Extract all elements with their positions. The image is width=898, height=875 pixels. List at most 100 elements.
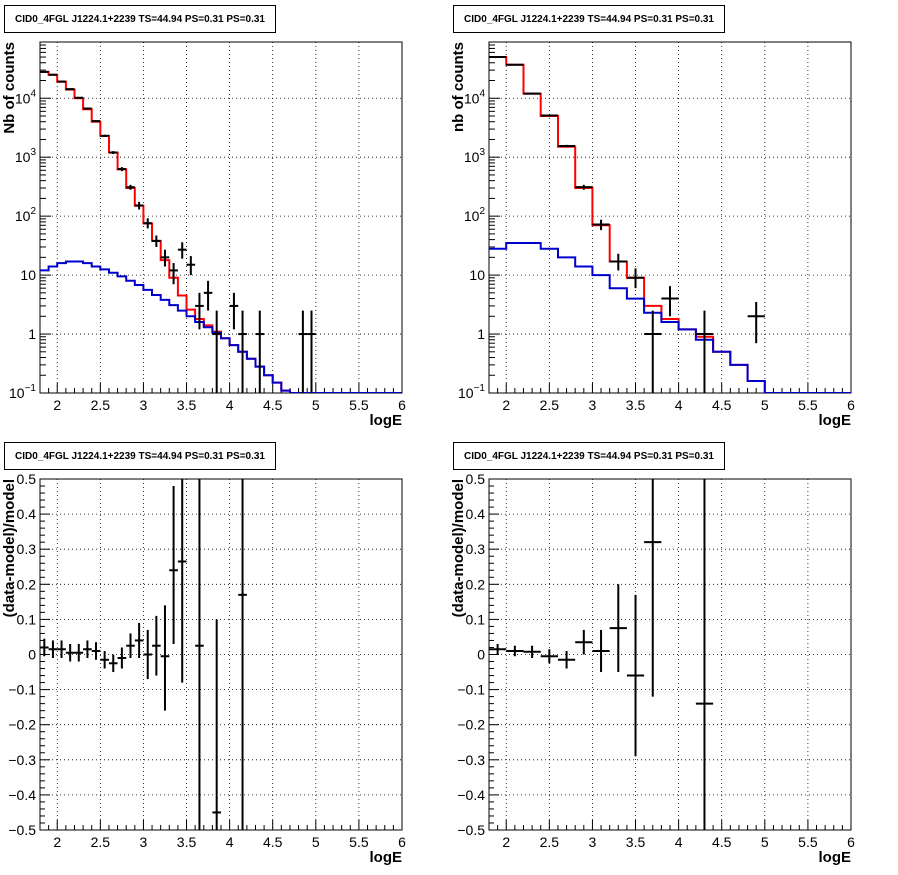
data-point [540,114,558,117]
x-tick-label: 5 [761,397,769,413]
x-tick-label: 4.5 [712,834,732,850]
y-tick-label: −0.2 [457,717,485,733]
residual-plot-left-canvas: 2 2.5 3 3.5 4 4.5 5 5.5 6logE−0.5−0.4−0.3−0.2−0.… [1,471,406,866]
data-point [747,301,765,344]
data-point [575,629,593,655]
data-point [695,310,714,393]
x-tick-label: 5 [312,397,320,413]
data-point [592,629,610,673]
x-axis-label: logE [819,849,852,866]
y-tick-label: 10−1 [458,383,485,401]
data-point [57,640,66,659]
y-tick-label: 0 [477,647,485,663]
x-tick-label: 5.5 [349,834,369,850]
x-tick-label: 5 [312,834,320,850]
y-tick-label: 0 [28,647,36,663]
data-point [126,184,135,190]
model-line [489,56,851,393]
data-point [143,629,153,680]
x-tick-label: 3 [140,834,148,850]
y-axis-label: (data-model)/model [450,479,467,617]
grid-lines [40,42,402,393]
y-tick-label: −0.3 [8,752,36,768]
x-tick-label: 6 [398,834,406,850]
y-tick-label: 0.1 [17,611,37,627]
data-point [57,80,66,83]
x-tick-label: 3 [140,397,148,413]
grid-lines [40,479,402,830]
y-tick-label: 0.3 [17,541,37,557]
data-point [152,235,161,247]
data-point [575,184,593,190]
data-point [108,654,118,673]
x-tick-label: 3.5 [626,397,646,413]
x-tick-label: 2 [53,397,61,413]
y-tick-label: −0.1 [457,682,485,698]
x-tick-label: 3 [589,397,597,413]
y-tick-label: −0.4 [8,787,36,803]
y-axis: −0.5 −0.4 −0.3 −0.2 −0.1 0 0.1 0.2 0.3 0.4 0.5(dat… [1,471,50,838]
data-point [592,219,610,231]
data-point [117,167,127,172]
counts-plot-left: 2 2.5 3 3.5 4 4.5 5 5.5 6 logE 10−1 1 10 102 103 104 Nb … [0,0,449,437]
data-point [83,107,92,110]
y-tick-label: 0.1 [466,611,486,627]
plot-frame [39,41,403,394]
plot-area [489,56,851,393]
y-tick-label: −0.5 [457,822,485,838]
data-point [238,310,247,393]
data-point [238,479,247,830]
x-tick-label: 3.5 [177,397,197,413]
data-point [100,650,109,669]
data-point [169,263,178,285]
y-axis-label: nb of counts [450,42,467,132]
y-tick-label: 0.2 [466,576,486,592]
data-point [506,63,524,66]
x-tick-label: 2.5 [540,397,560,413]
data-point [40,638,49,657]
x-tick-label: 4.5 [712,397,732,413]
y-tick-label: 0.5 [17,471,37,487]
data-point [203,280,213,311]
x-axis-label: logE [819,412,852,429]
x-tick-label: 2 [53,834,61,850]
y-tick-label: −0.1 [8,682,36,698]
data-point [134,201,144,210]
x-tick-label: 4.5 [263,397,283,413]
data-point [100,134,109,138]
data-point [557,650,576,669]
model-line [489,242,851,393]
grid-lines [489,479,851,830]
x-tick-label: 3.5 [626,834,646,850]
x-tick-label: 4 [226,834,234,850]
x-tick-label: 4 [226,397,234,413]
residual-plot-left: 2 2.5 3 3.5 4 4.5 5 5.5 6 logE −0.5 −0.4 −0.3 −0.2 −0.… [0,437,449,874]
data-point [126,633,135,659]
x-tick-label: 2.5 [91,834,111,850]
data-point [40,70,49,73]
data-point [523,92,541,95]
data-point [48,640,58,659]
data-point [523,645,541,659]
x-tick-label: 3.5 [177,834,197,850]
y-tick-label: 1 [477,326,485,342]
plot-title: CID0_4FGL J1224.1+2239 TS=44.94 PS=0.31 … [453,5,725,33]
y-tick-label: 102 [464,206,486,224]
data-point [229,292,239,330]
plot-area [40,479,247,830]
y-tick-label: −0.4 [457,787,485,803]
data-point [506,645,524,657]
data-point [177,242,187,259]
data-point [143,218,153,229]
data-point [74,643,84,662]
x-tick-label: 4.5 [263,834,283,850]
x-tick-label: 2 [502,397,510,413]
x-axis-label: logE [370,412,403,429]
y-tick-label: 102 [15,206,37,224]
data-point [557,144,576,148]
plot-title: CID0_4FGL J1224.1+2239 TS=44.94 PS=0.31 … [4,442,276,470]
data-point [117,647,127,669]
y-tick-label: 10 [20,267,36,283]
